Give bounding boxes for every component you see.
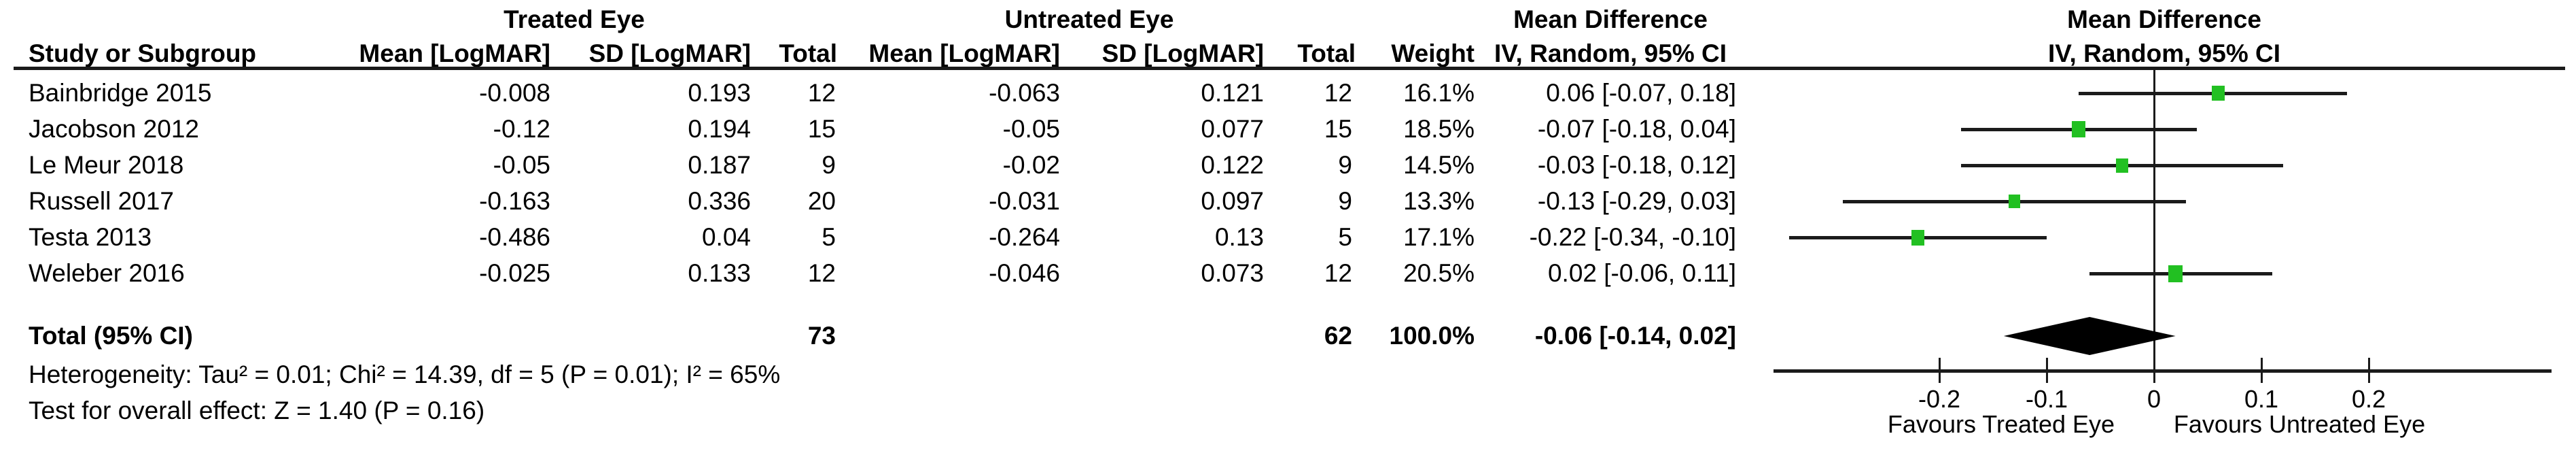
study-cell: 12 [807,259,836,287]
axis-tick-label: 0.1 [2244,385,2279,413]
study-cell: -0.163 [479,187,550,215]
axis-tick [2153,358,2155,383]
study-cell: 12 [807,79,836,107]
total-ci-label: -0.06 [-0.14, 0.02] [1534,322,1736,350]
total-row-label: Total (95% CI) [29,322,193,350]
study-cell: 12 [1324,79,1352,107]
axis-tick-label: -0.2 [1918,385,1961,413]
study-cell: 15 [1324,115,1352,143]
axis-tick-label: 0.2 [2351,385,2386,413]
study-name: Russell 2017 [29,187,174,215]
study-cell: -0.046 [989,259,1060,287]
group-header-untreated-eye: Untreated Eye [1004,5,1174,33]
pooled-diamond [2003,317,2176,355]
study-name: Le Meur 2018 [29,151,184,179]
study-cell: 18.5% [1403,115,1475,143]
study-cell: -0.063 [989,79,1060,107]
x-axis-line [1774,369,2552,373]
group-header-mean-difference-text: Mean Difference [1513,5,1708,33]
study-cell: -0.13 [-0.29, 0.03] [1537,187,1736,215]
group-header-mean-difference-plot: Mean Difference [2067,5,2261,33]
axis-tick-label: 0 [2147,385,2162,413]
study-cell: 20.5% [1403,259,1475,287]
study-cell: 0.06 [-0.07, 0.18] [1546,79,1736,107]
total-treated-n: 73 [807,322,836,350]
study-cell: 5 [1338,223,1352,251]
study-cell: -0.07 [-0.18, 0.04] [1537,115,1736,143]
favours-right-label: Favours Untreated Eye [2173,410,2426,438]
col-header-study: Study or Subgroup [29,39,257,67]
study-cell: 12 [1324,259,1352,287]
col-header-iv-ci-plot: IV, Random, 95% CI [2047,39,2281,67]
study-cell: -0.03 [-0.18, 0.12] [1537,151,1736,179]
study-cell: 9 [1338,187,1352,215]
study-name: Weleber 2016 [29,259,185,287]
favours-left-label: Favours Treated Eye [1887,410,2115,438]
study-cell: 9 [822,151,836,179]
study-cell: 0.336 [688,187,751,215]
heterogeneity-text: Heterogeneity: Tau² = 0.01; Chi² = 14.39… [29,360,781,388]
study-cell: 0.04 [701,223,751,251]
col-header-mean-treated: Mean [LogMAR] [359,39,550,67]
study-cell: -0.486 [479,223,550,251]
study-cell: 13.3% [1403,187,1475,215]
overall-effect-text: Test for overall effect: Z = 1.40 (P = 0… [29,397,485,424]
col-header-mean-untreated: Mean [LogMAR] [868,39,1060,67]
study-cell: -0.02 [1002,151,1060,179]
col-header-iv-ci-text: IV, Random, 95% CI [1494,39,1727,67]
study-cell: 16.1% [1403,79,1475,107]
study-cell: 0.193 [688,79,751,107]
axis-tick-label: -0.1 [2025,385,2068,413]
study-cell: 0.122 [1201,151,1264,179]
axis-tick [1939,358,1941,383]
study-cell: 5 [822,223,836,251]
effect-marker [2115,158,2128,173]
effect-marker [2212,86,2225,101]
col-header-total-treated: Total [779,39,837,67]
effect-marker [2168,265,2183,282]
study-cell: 14.5% [1403,151,1475,179]
study-cell: -0.025 [479,259,550,287]
study-cell: 0.02 [-0.06, 0.11] [1547,259,1736,287]
total-weight: 100.0% [1389,322,1475,350]
study-cell: 0.077 [1201,115,1264,143]
study-cell: 0.133 [688,259,751,287]
study-cell: 20 [807,187,836,215]
axis-tick [2046,358,2048,383]
col-header-total-untreated: Total [1297,39,1356,67]
study-cell: 15 [807,115,836,143]
study-cell: 0.121 [1201,79,1264,107]
group-header-treated-eye: Treated Eye [504,5,645,33]
study-cell: 9 [1338,151,1352,179]
study-cell: 0.073 [1201,259,1264,287]
effect-marker [2009,195,2021,208]
col-header-sd-treated: SD [LogMAR] [588,39,751,67]
study-cell: 0.187 [688,151,751,179]
study-name: Testa 2013 [29,223,152,251]
effect-marker [2072,121,2086,137]
header-separator-line [14,67,2565,70]
axis-tick [2261,358,2263,383]
study-cell: -0.031 [989,187,1060,215]
study-name: Jacobson 2012 [29,115,199,143]
axis-tick [2368,358,2370,383]
col-header-sd-untreated: SD [LogMAR] [1101,39,1264,67]
study-cell: 0.194 [688,115,751,143]
study-cell: -0.008 [479,79,550,107]
study-name: Bainbridge 2015 [29,79,212,107]
study-cell: -0.05 [493,151,550,179]
total-untreated-n: 62 [1324,322,1352,350]
study-cell: 0.097 [1201,187,1264,215]
study-cell: -0.12 [493,115,550,143]
study-cell: -0.05 [1002,115,1060,143]
effect-marker [1911,229,1924,246]
zero-effect-line [2153,68,2155,371]
study-cell: 17.1% [1403,223,1475,251]
study-cell: -0.22 [-0.34, -0.10] [1529,223,1736,251]
col-header-weight: Weight [1391,39,1475,67]
study-cell: -0.264 [989,223,1060,251]
study-cell: 0.13 [1214,223,1264,251]
